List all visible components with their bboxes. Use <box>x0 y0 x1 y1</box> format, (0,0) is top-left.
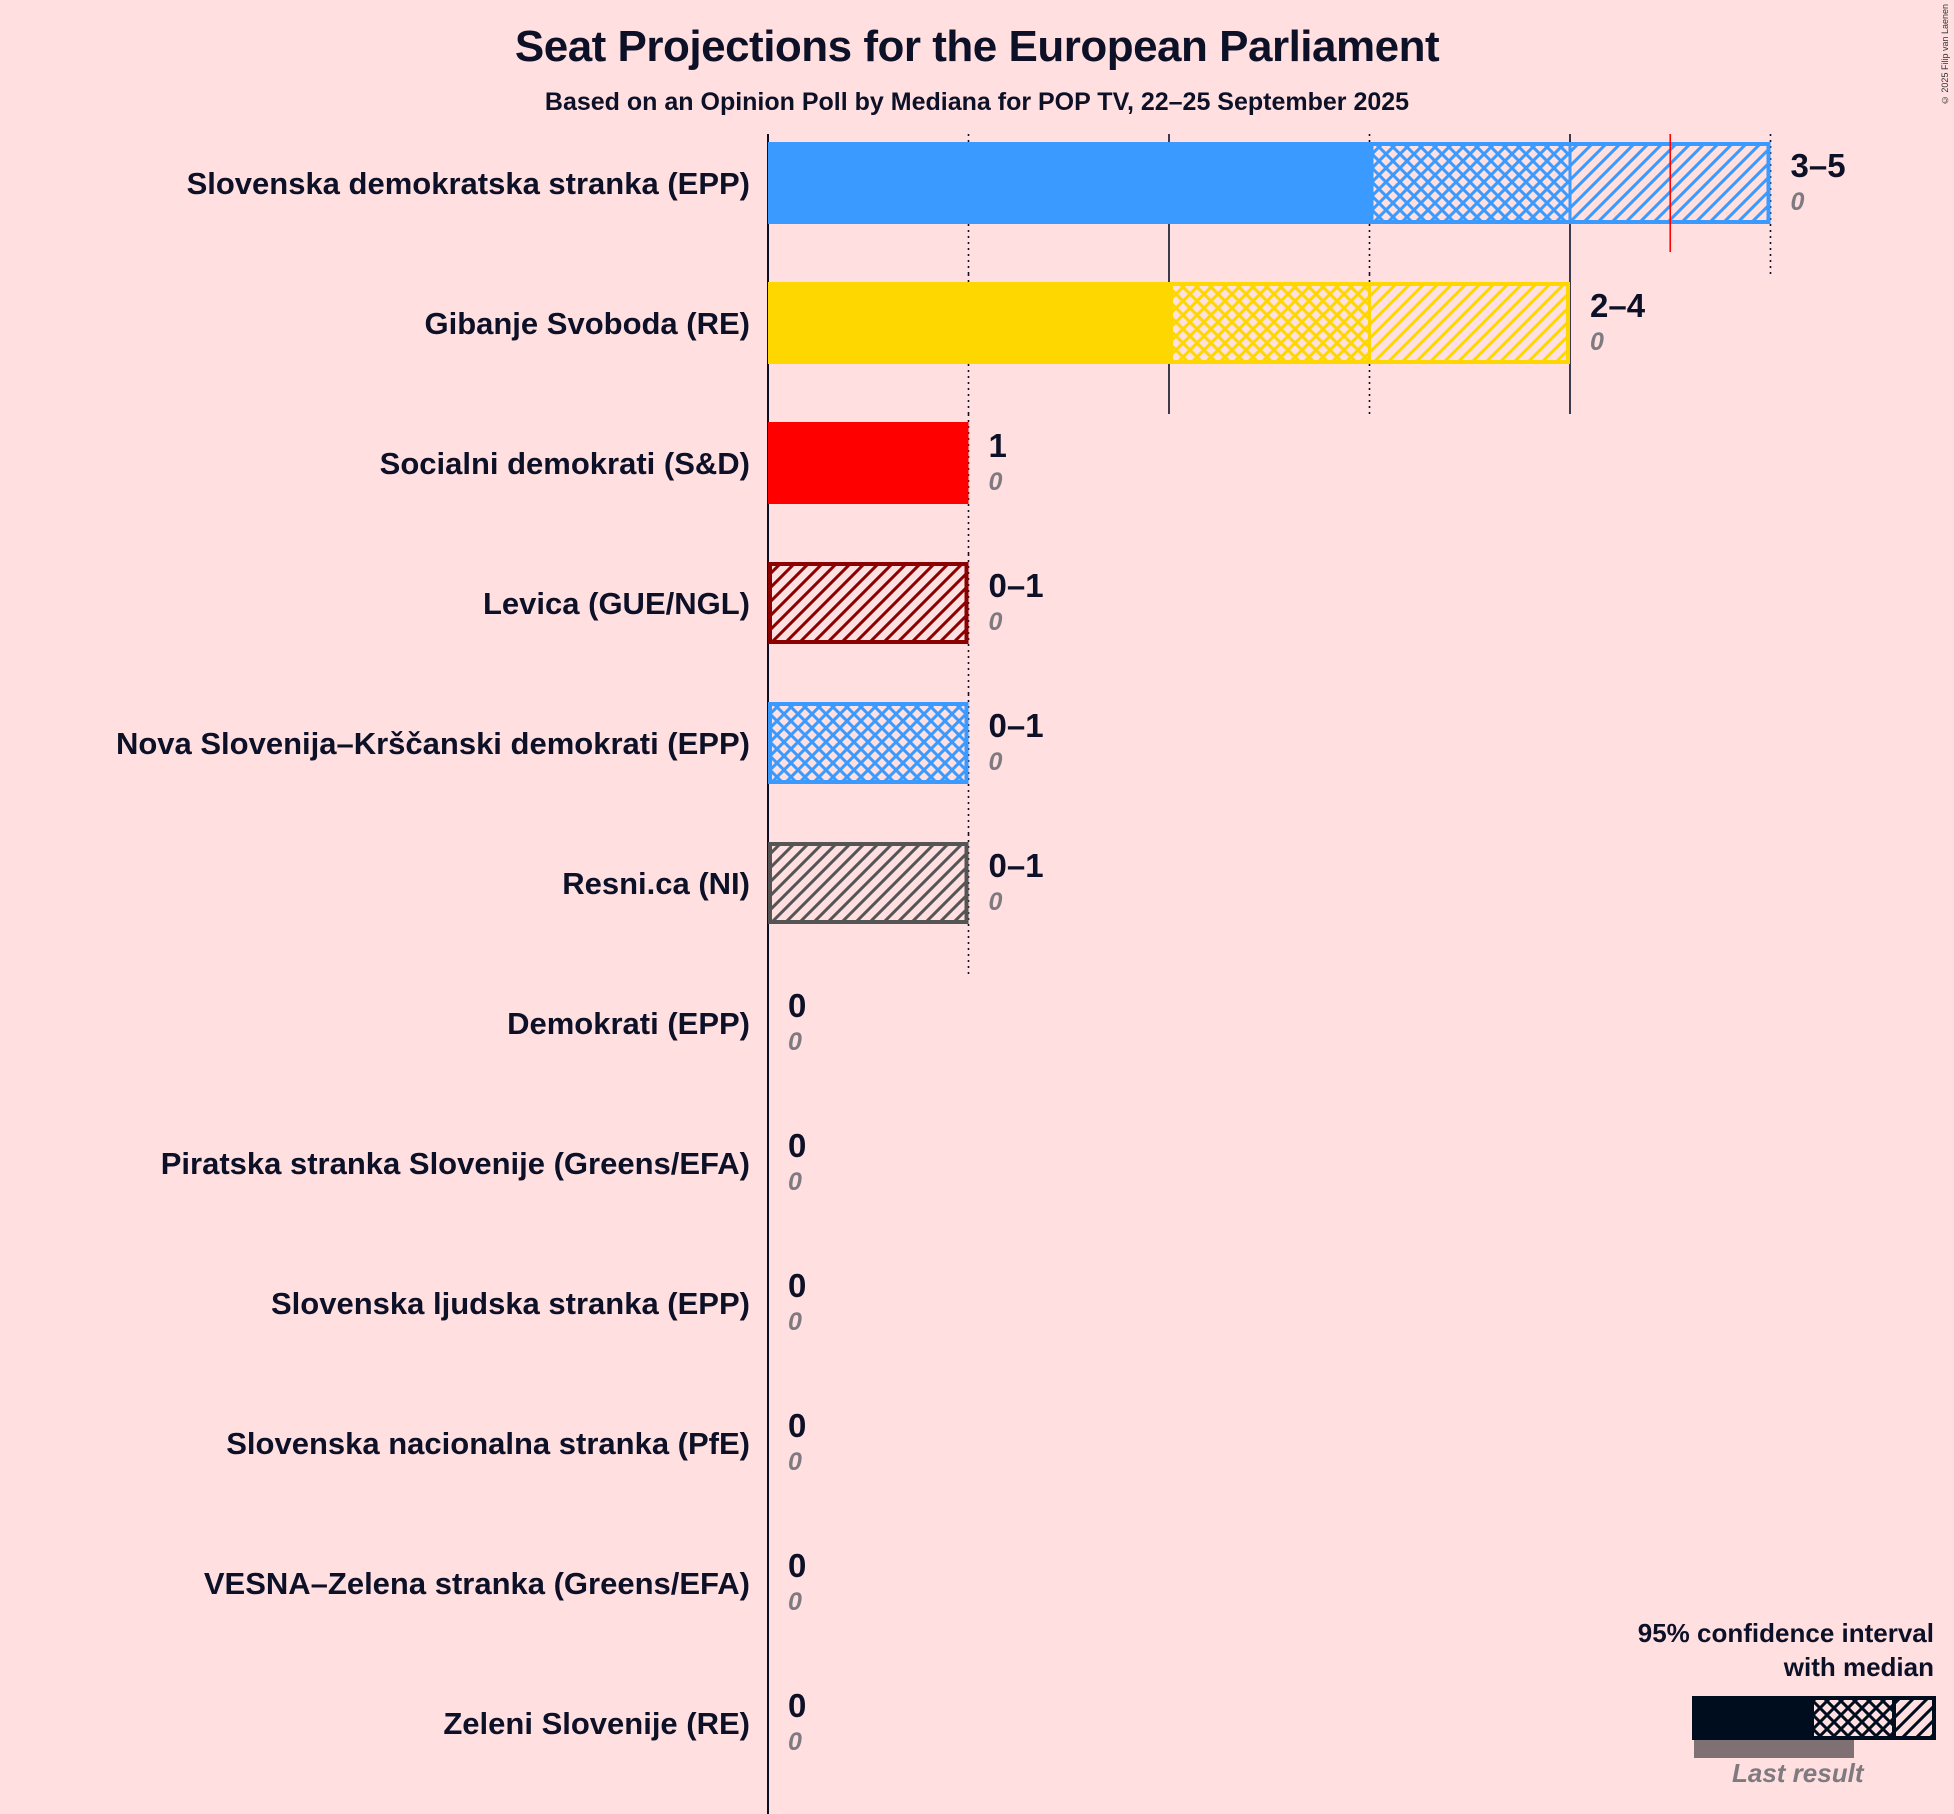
bar-solid <box>768 282 1169 364</box>
last-result-label: 0 <box>788 1168 802 1196</box>
range-label: 0 <box>788 1547 806 1584</box>
party-label: Socialni demokrati (S&D) <box>380 446 750 481</box>
last-result-label: 0 <box>1590 328 1604 356</box>
last-result-label: 0 <box>1791 188 1805 216</box>
party-row: Zeleni Slovenije (RE) 0 0 <box>443 1687 806 1756</box>
legend-title-line2: with median <box>1783 1652 1934 1682</box>
last-result-label: 0 <box>989 468 1003 496</box>
party-row: Levica (GUE/NGL) 0–1 0 <box>483 554 1044 694</box>
party-row: Slovenska demokratska stranka (EPP) 3–5 0 <box>187 134 1846 274</box>
party-row: Piratska stranka Slovenije (Greens/EFA) 0… <box>161 1127 807 1196</box>
range-label: 3–5 <box>1791 147 1846 184</box>
party-label: Levica (GUE/NGL) <box>483 586 750 621</box>
last-result-label: 0 <box>989 748 1003 776</box>
party-label: VESNA–Zelena stranka (Greens/EFA) <box>204 1566 750 1601</box>
legend-title-line1: 95% confidence interval <box>1637 1618 1934 1648</box>
party-row: Nova Slovenija–Krščanski demokrati (EPP)… <box>116 694 1044 834</box>
party-label: Slovenska demokratska stranka (EPP) <box>187 166 750 201</box>
party-label: Gibanje Svoboda (RE) <box>424 306 750 341</box>
party-row: Slovenska ljudska stranka (EPP) 0 0 <box>271 1267 806 1336</box>
legend-bar-crosshatch <box>1814 1700 1892 1736</box>
party-rows: Slovenska demokratska stranka (EPP) 3–50G… <box>116 134 1846 1756</box>
bar-outline <box>768 842 969 924</box>
range-label: 0 <box>788 987 806 1024</box>
last-result-label: 0 <box>788 1308 802 1336</box>
party-label: Demokrati (EPP) <box>507 1006 750 1041</box>
range-label: 2–4 <box>1590 287 1646 324</box>
legend-title: 95% confidence interval with median <box>1638 1616 1934 1684</box>
range-label: 0–1 <box>989 567 1044 604</box>
party-label: Resni.ca (NI) <box>562 866 750 901</box>
party-label: Piratska stranka Slovenije (Greens/EFA) <box>161 1146 750 1181</box>
bar-solid <box>768 142 1370 224</box>
legend-last-result-bar <box>1694 1740 1854 1758</box>
party-label: Slovenska nacionalna stranka (PfE) <box>226 1426 750 1461</box>
bar-outline <box>768 562 969 644</box>
bar-crosshatch <box>768 702 969 784</box>
range-label: 0 <box>788 1127 806 1164</box>
legend-last-result-label: Last result <box>1732 1758 1864 1788</box>
legend-graphic <box>1692 1696 1936 1758</box>
range-label: 0 <box>788 1267 806 1304</box>
range-label: 0 <box>788 1687 806 1724</box>
party-row: Socialni demokrati (S&D) 1 0 <box>380 414 1007 554</box>
range-label: 1 <box>989 427 1007 464</box>
party-label: Nova Slovenija–Krščanski demokrati (EPP) <box>116 726 750 761</box>
bar-outline <box>768 702 969 784</box>
legend-bar-hatch <box>1896 1700 1932 1736</box>
bar-hatch <box>768 842 969 924</box>
bar-hatch <box>768 562 969 644</box>
party-row: Resni.ca (NI) 0–1 0 <box>562 834 1044 974</box>
chart-subtitle: Based on an Opinion Poll by Mediana for … <box>544 88 1410 116</box>
bar-crosshatch <box>1369 142 1570 224</box>
last-result-label: 0 <box>989 888 1003 916</box>
last-result-label: 0 <box>788 1028 802 1056</box>
bar-crosshatch <box>1169 282 1370 364</box>
party-label: Slovenska ljudska stranka (EPP) <box>271 1286 750 1321</box>
bar-solid <box>768 422 969 504</box>
range-label: 0–1 <box>989 847 1044 884</box>
chart-title: Seat Projections for the European Parlia… <box>514 22 1440 71</box>
party-row: VESNA–Zelena stranka (Greens/EFA) 0 0 <box>204 1547 807 1616</box>
party-row: Demokrati (EPP) 0 0 <box>507 987 806 1056</box>
party-label: Zeleni Slovenije (RE) <box>443 1706 750 1741</box>
last-result-label: 0 <box>788 1728 802 1756</box>
last-result-label: 0 <box>989 608 1003 636</box>
party-row: Slovenska nacionalna stranka (PfE) 0 0 <box>226 1407 806 1476</box>
last-result-label: 0 <box>788 1588 802 1616</box>
last-result-label: 0 <box>788 1448 802 1476</box>
party-row: Gibanje Svoboda (RE) 2–4 0 <box>424 274 1646 414</box>
range-label: 0–1 <box>989 707 1044 744</box>
bar-hatch <box>1369 282 1570 364</box>
range-label: 0 <box>788 1407 806 1444</box>
